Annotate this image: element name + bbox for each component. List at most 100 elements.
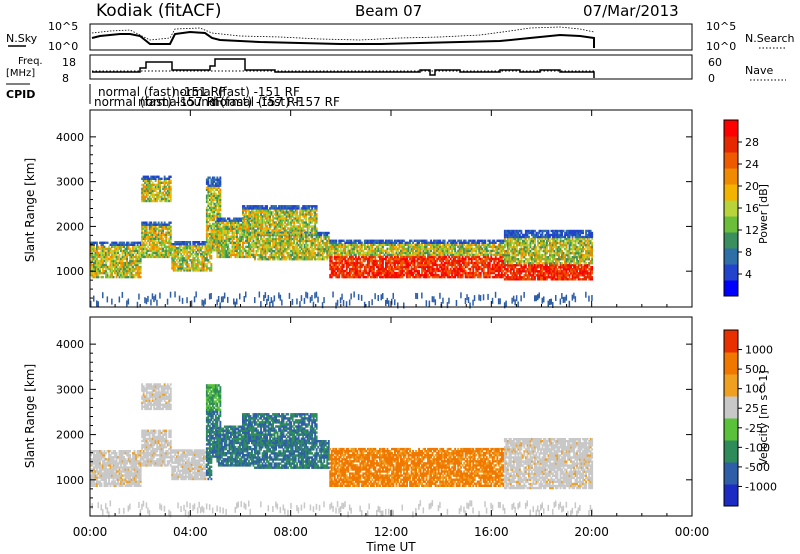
heatmap-cell bbox=[269, 241, 271, 245]
heatmap-cell bbox=[139, 275, 142, 279]
heatmap-cell bbox=[251, 227, 253, 230]
heatmap-cell bbox=[210, 232, 213, 236]
heatmap-cell bbox=[305, 225, 308, 228]
heatmap-cell bbox=[302, 225, 305, 228]
heatmap-cell bbox=[312, 205, 315, 208]
heatmap-cell bbox=[177, 267, 180, 270]
heatmap-cell bbox=[275, 213, 277, 216]
heatmap-cell bbox=[394, 267, 396, 271]
heatmap-cell bbox=[94, 255, 97, 259]
heatmap-cell bbox=[240, 223, 243, 226]
heatmap-cell bbox=[354, 239, 357, 242]
heatmap-cell bbox=[284, 245, 286, 249]
cpid-entry-5: normal (fast) -157 RF bbox=[212, 95, 340, 109]
heatmap-cell bbox=[163, 221, 166, 224]
heatmap-cell bbox=[275, 227, 277, 230]
heatmap-cell bbox=[99, 259, 101, 263]
heatmap-cell bbox=[214, 202, 217, 206]
heatmap-cell bbox=[145, 199, 148, 203]
heatmap-cell bbox=[303, 297, 306, 304]
heatmap-cell bbox=[376, 275, 378, 279]
heatmap-cell bbox=[296, 215, 299, 218]
heatmap-cell bbox=[151, 293, 154, 300]
heatmap-cell bbox=[305, 253, 308, 257]
heatmap-cell bbox=[243, 207, 246, 210]
heatmap-cell bbox=[412, 275, 414, 279]
heatmap-cell bbox=[132, 253, 134, 257]
heatmap-cell bbox=[109, 249, 112, 253]
heatmap-cell bbox=[105, 267, 107, 271]
heatmap-cell bbox=[225, 223, 228, 226]
heatmap-cell bbox=[330, 273, 333, 277]
heatmap-cell bbox=[288, 231, 291, 234]
heatmap-cell bbox=[255, 215, 258, 218]
heatmap-cell bbox=[234, 217, 237, 220]
heatmap-cell bbox=[260, 215, 262, 218]
heatmap-cell bbox=[413, 257, 416, 261]
heatmap-cell bbox=[227, 227, 229, 230]
heatmap-cell bbox=[398, 253, 401, 257]
heatmap-cell bbox=[174, 269, 177, 272]
heatmap-cell bbox=[257, 225, 259, 228]
heatmap-cell bbox=[106, 275, 109, 279]
heatmap-cell bbox=[392, 253, 395, 257]
heatmap-cell bbox=[407, 247, 410, 251]
heatmap-cell bbox=[236, 219, 238, 222]
heatmap-cell bbox=[236, 231, 238, 234]
heatmap-cell bbox=[341, 257, 344, 261]
heatmap-cell bbox=[363, 271, 366, 275]
heatmap-cell bbox=[187, 267, 190, 270]
heatmap-cell bbox=[213, 230, 216, 234]
heatmap-cell bbox=[388, 267, 390, 271]
heatmap-cell bbox=[341, 275, 344, 279]
heatmap-cell bbox=[308, 231, 311, 234]
heatmap-cell bbox=[363, 239, 366, 242]
heatmap-cell bbox=[428, 253, 431, 257]
heatmap-cell bbox=[261, 253, 264, 257]
heatmap-cell bbox=[269, 247, 271, 251]
heatmap-cell bbox=[342, 275, 345, 279]
heatmap-cell bbox=[296, 229, 299, 232]
heatmap-cell bbox=[386, 275, 389, 279]
heatmap-cell bbox=[210, 257, 213, 260]
heatmap-cell bbox=[151, 243, 154, 246]
heatmap-cell bbox=[165, 233, 168, 236]
heatmap-cell bbox=[243, 225, 246, 228]
heatmap-cell bbox=[363, 247, 366, 251]
heatmap-cell bbox=[320, 233, 323, 237]
heatmap-cell bbox=[266, 231, 268, 234]
heatmap-cell bbox=[217, 245, 220, 249]
heatmap-cell bbox=[297, 227, 300, 230]
heatmap-cell bbox=[237, 253, 240, 257]
heatmap-cell bbox=[291, 219, 294, 222]
heatmap-cell bbox=[151, 191, 154, 195]
heatmap-cell bbox=[290, 237, 293, 241]
heatmap-cell bbox=[251, 241, 253, 244]
heatmap-cell bbox=[249, 217, 252, 220]
heatmap-cell bbox=[111, 273, 113, 277]
heatmap-cell bbox=[297, 258, 300, 261]
heatmap-cell bbox=[318, 256, 321, 259]
heatmap-cell bbox=[422, 263, 425, 267]
nsearch-tick-top: 10^5 bbox=[706, 20, 736, 33]
heatmap-cell bbox=[148, 221, 151, 224]
heatmap-cell bbox=[344, 273, 347, 277]
heatmap-cell bbox=[276, 256, 279, 259]
heatmap-cell bbox=[296, 217, 299, 220]
heatmap-cell bbox=[216, 212, 219, 216]
heatmap-cell bbox=[363, 243, 366, 246]
heatmap-cell bbox=[273, 223, 276, 226]
heatmap-cell bbox=[306, 237, 309, 241]
heatmap-cell bbox=[266, 237, 268, 241]
heatmap-cell bbox=[309, 233, 312, 236]
heatmap-cell bbox=[413, 239, 416, 242]
heatmap-cell bbox=[315, 227, 318, 230]
heatmap-cell bbox=[102, 271, 104, 275]
heatmap-cell bbox=[220, 229, 223, 232]
heatmap-cell bbox=[425, 263, 428, 267]
heatmap-cell bbox=[93, 271, 95, 275]
heatmap-cell bbox=[187, 269, 190, 272]
heatmap-cell bbox=[255, 207, 258, 210]
heatmap-cell bbox=[296, 298, 298, 305]
heatmap-cell bbox=[333, 263, 336, 267]
